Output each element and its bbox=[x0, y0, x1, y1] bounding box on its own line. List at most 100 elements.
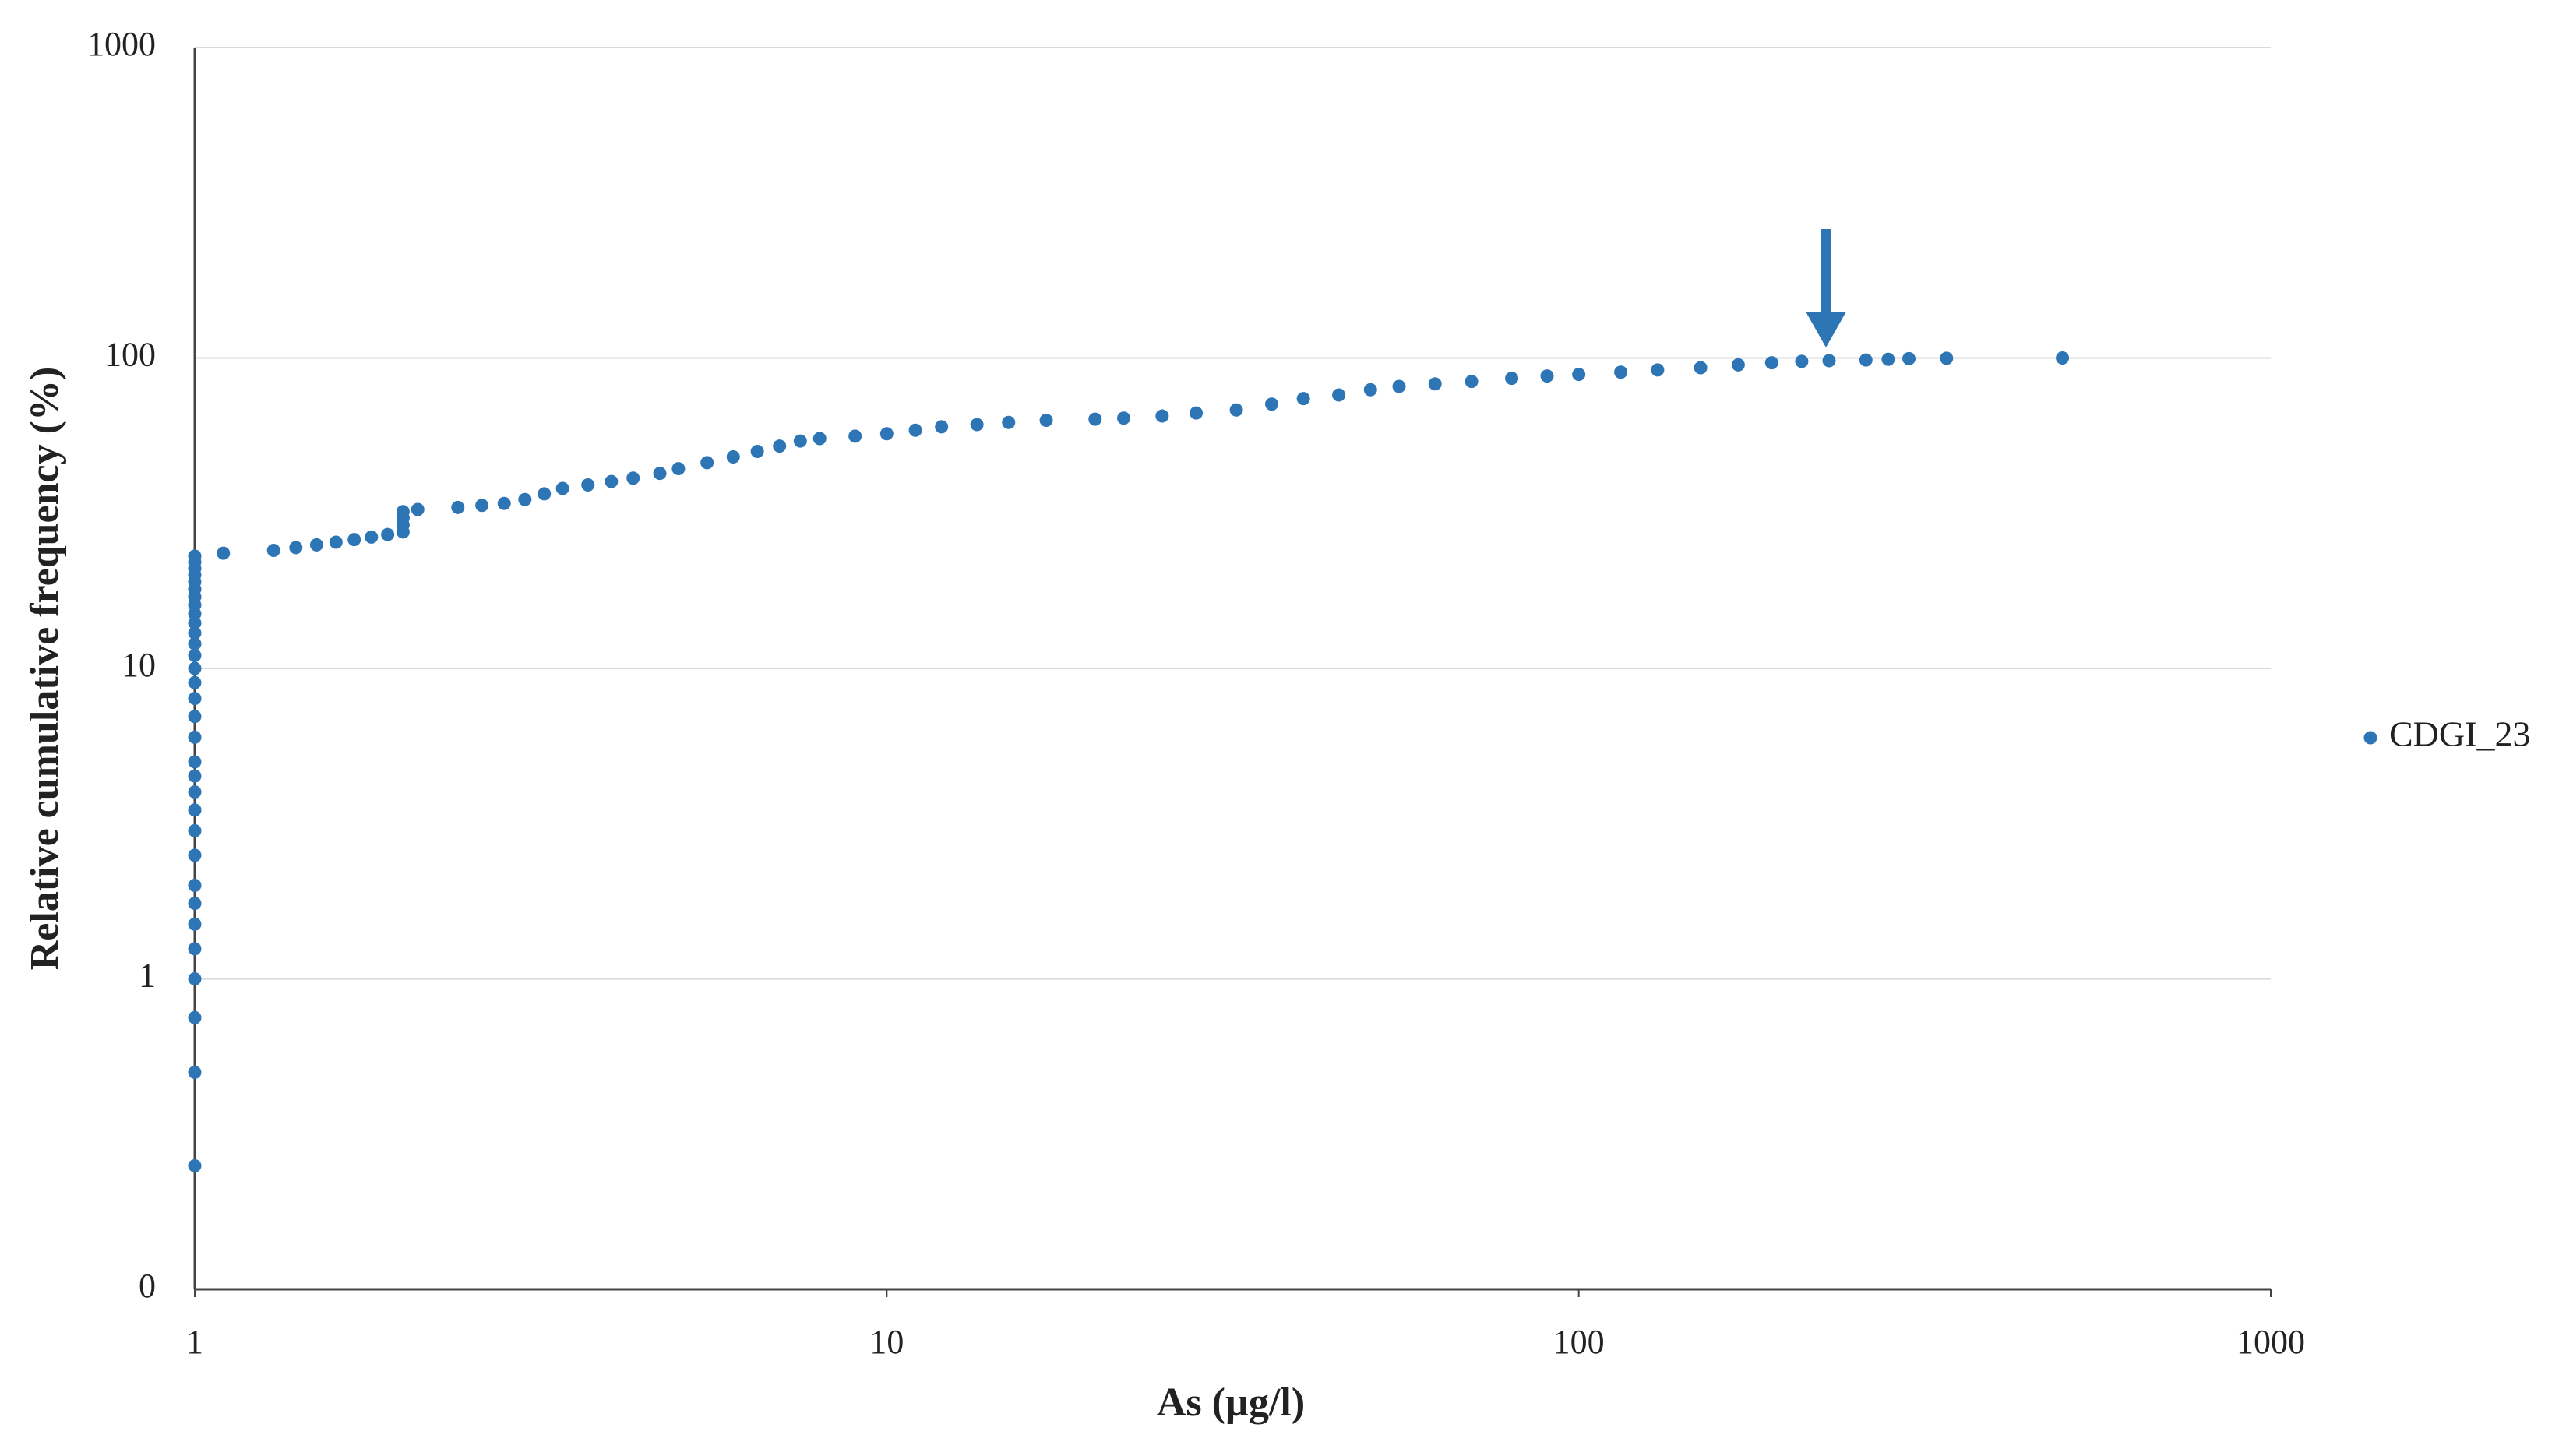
data-point bbox=[626, 471, 640, 485]
annotation-arrow bbox=[1806, 229, 1846, 347]
data-point bbox=[289, 541, 303, 555]
data-point bbox=[1190, 406, 1204, 420]
data-point bbox=[475, 499, 489, 513]
data-point bbox=[1229, 403, 1243, 417]
data-point bbox=[1002, 415, 1016, 429]
data-point bbox=[518, 492, 532, 506]
legend-marker bbox=[2363, 731, 2377, 745]
data-point bbox=[812, 432, 827, 446]
data-point bbox=[1881, 352, 1895, 366]
data-point bbox=[1392, 379, 1406, 393]
data-point bbox=[1332, 388, 1346, 402]
data-point bbox=[1940, 351, 1954, 365]
data-point bbox=[188, 1010, 202, 1024]
data-point bbox=[1540, 369, 1554, 383]
data-point bbox=[188, 1158, 202, 1172]
data-point bbox=[188, 675, 202, 689]
data-point bbox=[581, 478, 595, 492]
data-point bbox=[1694, 361, 1708, 375]
data-point bbox=[497, 496, 511, 510]
data-point bbox=[266, 543, 280, 557]
data-point bbox=[1505, 372, 1519, 386]
data-point bbox=[329, 535, 343, 549]
data-point bbox=[188, 755, 202, 769]
data-point bbox=[188, 649, 202, 663]
data-point bbox=[188, 730, 202, 744]
x-tick-label: 10 bbox=[869, 1323, 904, 1361]
data-point bbox=[188, 616, 202, 630]
data-point bbox=[188, 848, 202, 862]
data-point bbox=[1363, 383, 1377, 397]
data-point bbox=[750, 444, 764, 458]
data-point bbox=[188, 803, 202, 817]
data-point bbox=[451, 500, 465, 514]
data-point bbox=[671, 462, 686, 476]
data-point bbox=[188, 769, 202, 783]
data-point bbox=[381, 527, 395, 541]
y-tick-label: 0 bbox=[139, 1267, 156, 1305]
data-point bbox=[188, 692, 202, 706]
data-point bbox=[1039, 413, 1053, 427]
data-point bbox=[1265, 397, 1279, 411]
x-axis-title: As (µg/l) bbox=[1157, 1380, 1305, 1425]
data-point bbox=[1465, 375, 1479, 389]
data-point bbox=[188, 897, 202, 911]
x-tick-label: 100 bbox=[1553, 1323, 1605, 1361]
data-point bbox=[1428, 377, 1442, 391]
y-tick-label: 1 bbox=[139, 957, 156, 995]
data-point bbox=[1651, 363, 1665, 377]
data-point bbox=[1296, 392, 1310, 406]
data-point bbox=[188, 636, 202, 650]
data-point bbox=[1088, 412, 1102, 426]
data-point bbox=[309, 538, 323, 552]
arrow-head bbox=[1806, 312, 1846, 347]
data-point bbox=[188, 823, 202, 837]
y-tick-label: 100 bbox=[104, 336, 156, 374]
data-point bbox=[188, 972, 202, 985]
data-point bbox=[396, 505, 410, 519]
data-point bbox=[700, 456, 714, 470]
data-point bbox=[935, 420, 949, 434]
data-point bbox=[1859, 353, 1873, 367]
y-tick-label: 1000 bbox=[87, 25, 156, 63]
data-point bbox=[773, 439, 787, 453]
data-point bbox=[726, 450, 740, 464]
data-point bbox=[879, 427, 894, 441]
data-point bbox=[848, 429, 862, 443]
data-point bbox=[538, 487, 552, 501]
data-point bbox=[2056, 351, 2070, 365]
data-point bbox=[365, 530, 379, 544]
y-axis-title: Relative cumulative frequency (%) bbox=[23, 367, 67, 971]
data-point bbox=[188, 1065, 202, 1079]
legend-label: CDGI_23 bbox=[2389, 714, 2530, 754]
data-point bbox=[188, 879, 202, 893]
data-point bbox=[1731, 358, 1745, 372]
data-point bbox=[908, 423, 922, 437]
data-point bbox=[1572, 368, 1586, 382]
y-tick-label: 10 bbox=[122, 646, 156, 684]
data-point bbox=[793, 434, 807, 448]
data-point bbox=[653, 467, 667, 481]
x-tick-label: 1000 bbox=[2236, 1323, 2305, 1361]
data-point bbox=[188, 942, 202, 956]
data-point bbox=[1902, 351, 1916, 365]
data-point bbox=[217, 546, 231, 560]
data-point bbox=[1614, 365, 1628, 379]
data-point bbox=[188, 785, 202, 799]
x-tick-label: 1 bbox=[186, 1323, 203, 1361]
data-point bbox=[605, 474, 619, 488]
data-point bbox=[1155, 409, 1169, 423]
data-point bbox=[188, 549, 202, 563]
data-point bbox=[347, 533, 361, 547]
data-point bbox=[970, 418, 984, 432]
data-point bbox=[188, 626, 202, 640]
data-point bbox=[188, 917, 202, 931]
data-point bbox=[188, 661, 202, 675]
data-point bbox=[1117, 411, 1131, 425]
data-point bbox=[1822, 354, 1836, 368]
arrow-shaft bbox=[1821, 229, 1831, 315]
data-point bbox=[188, 710, 202, 724]
data-point bbox=[1764, 356, 1778, 370]
